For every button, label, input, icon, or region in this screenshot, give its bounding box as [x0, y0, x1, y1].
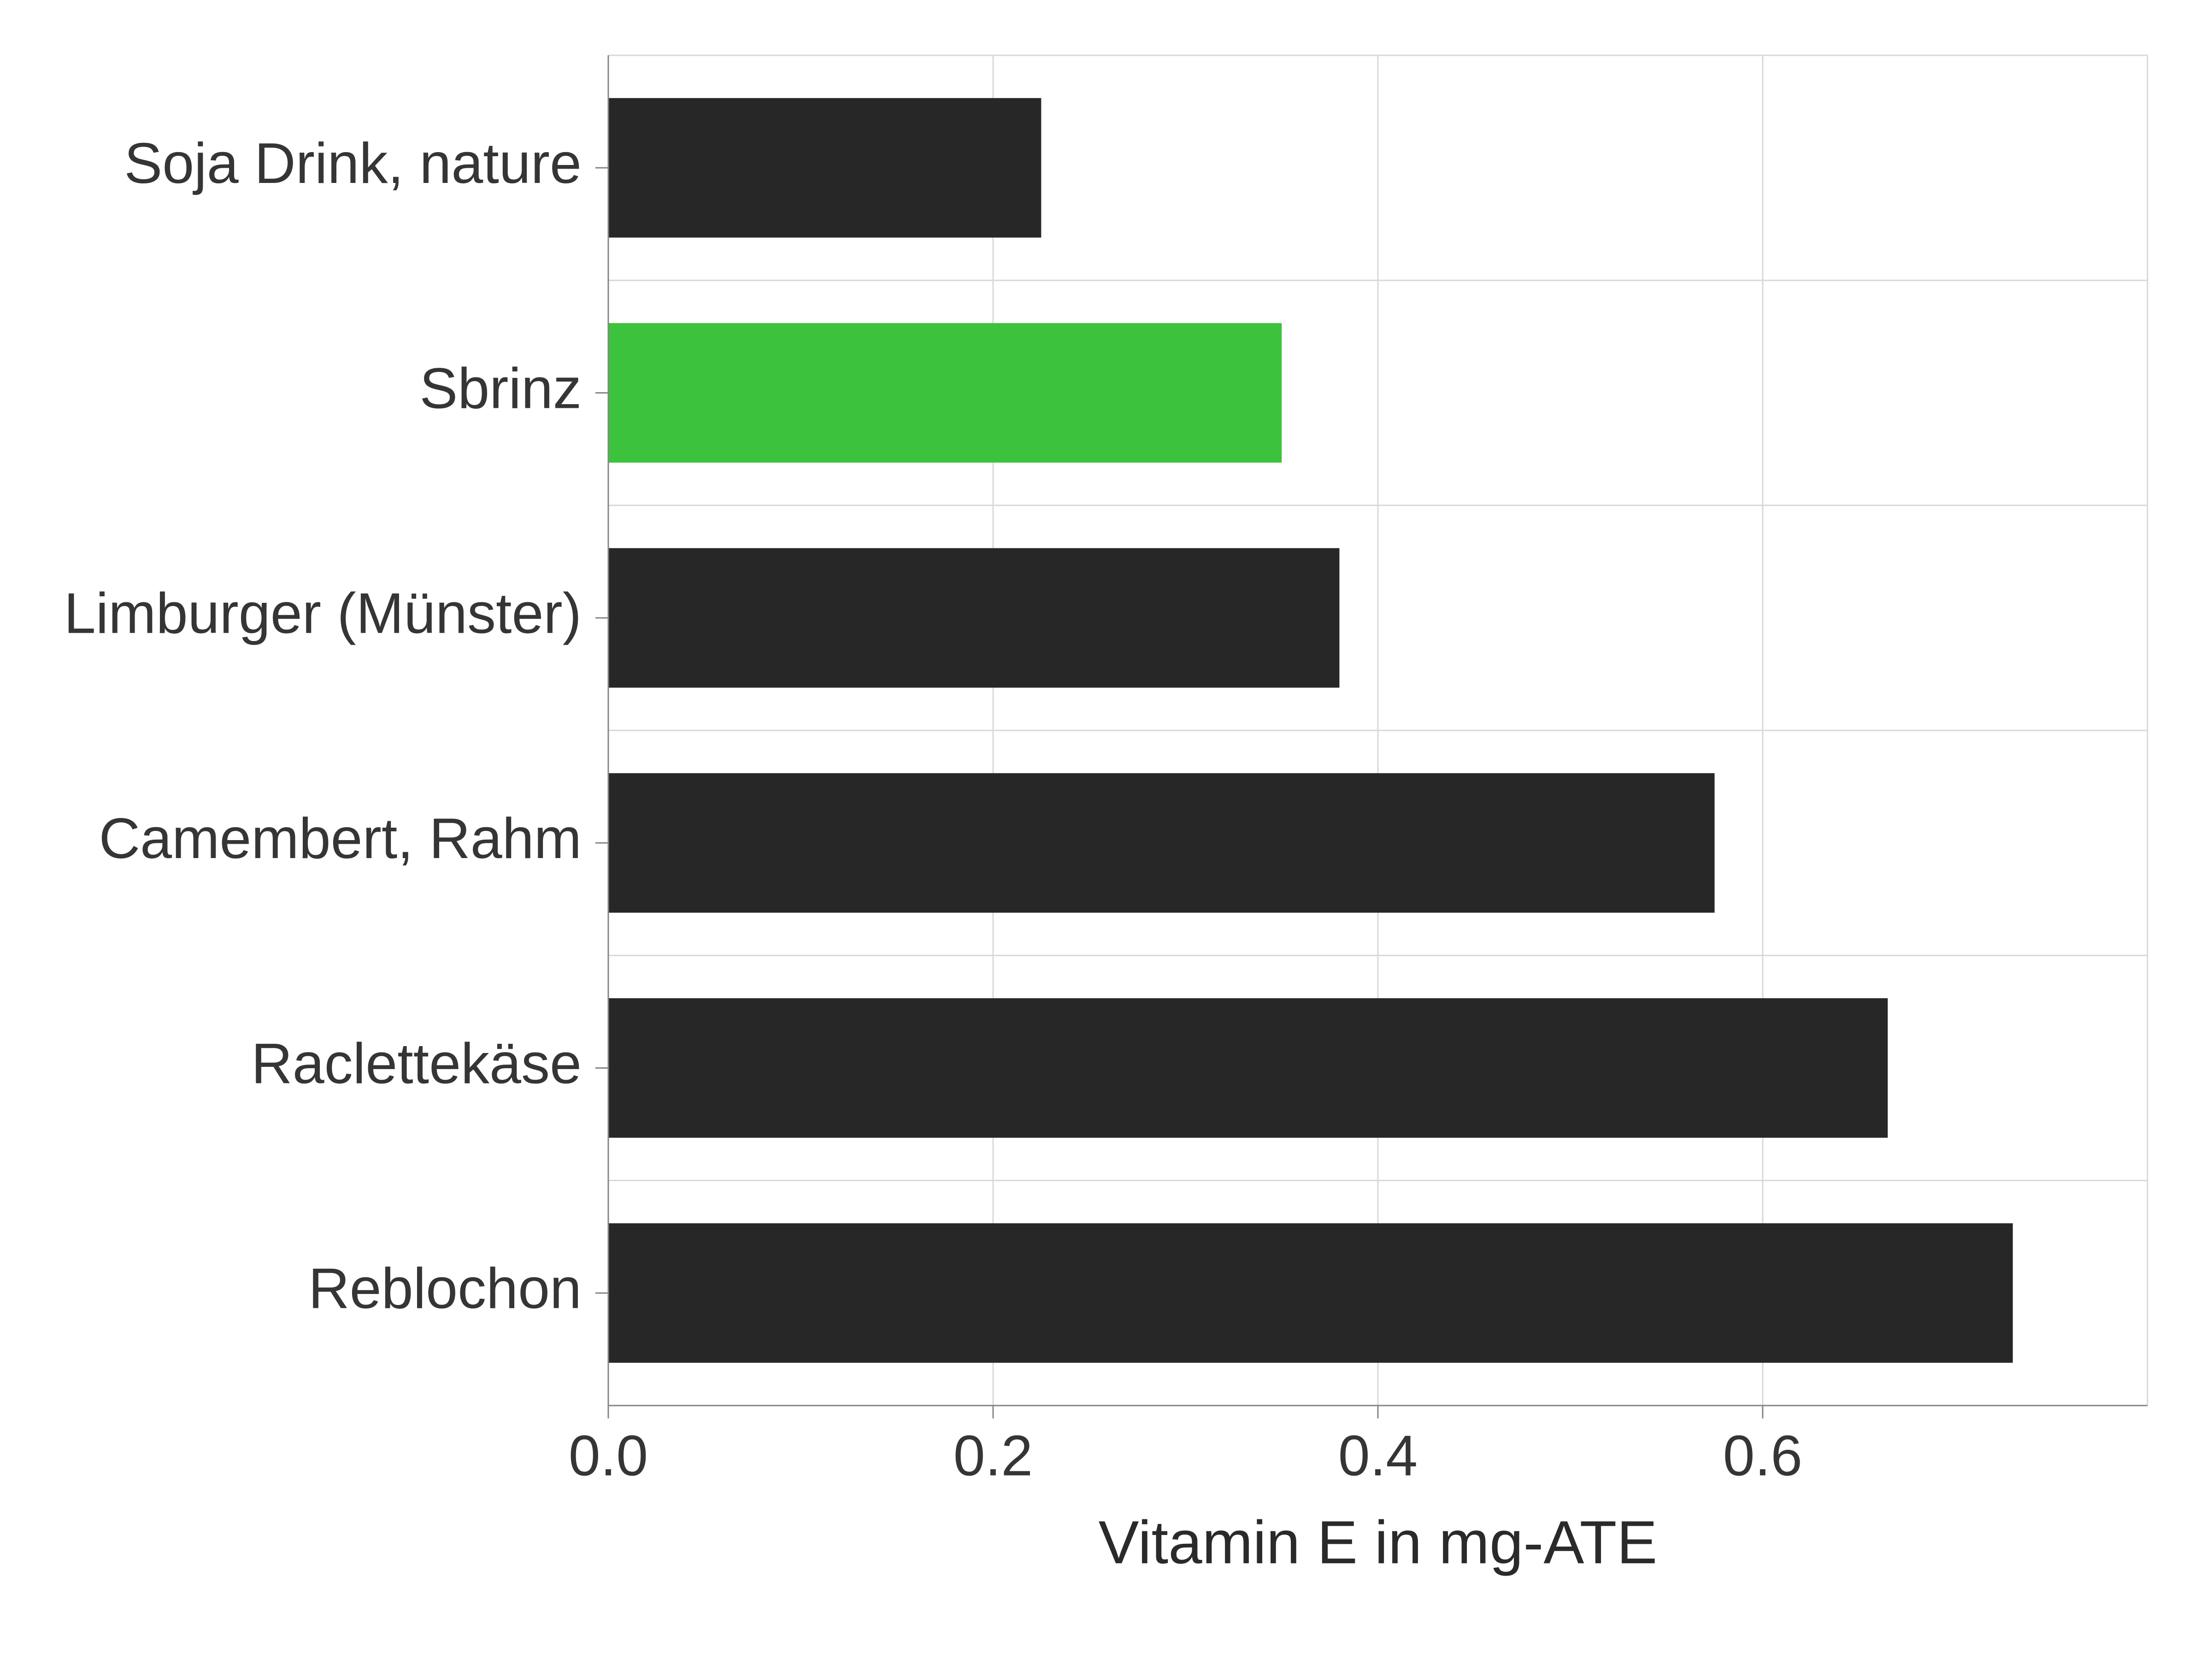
y-category-label: Camembert, Rahm	[99, 807, 582, 871]
y-category-label: Raclettekäse	[251, 1032, 582, 1095]
y-category-label: Soja Drink, nature	[124, 132, 582, 195]
bar	[608, 1223, 2013, 1363]
chart-container: 0.0 0.2 0.4 0.6 Soja Drink, nature Sbrinz Limb…	[0, 0, 2212, 1659]
y-category-label: Limburger (Münster)	[64, 582, 582, 646]
bar	[608, 998, 1888, 1138]
y-category-label: Reblochon	[308, 1257, 582, 1321]
x-tick-label: 0.0	[569, 1424, 648, 1488]
x-tick-label: 0.2	[953, 1424, 1033, 1488]
bar-chart: 0.0 0.2 0.4 0.6 Soja Drink, nature Sbrinz Limb…	[0, 0, 2212, 1659]
bar	[608, 773, 1715, 913]
x-axis-title: Vitamin E in mg-ATE	[1099, 1508, 1658, 1576]
x-tick-label: 0.6	[1723, 1424, 1802, 1488]
bar	[608, 98, 1041, 238]
x-tick-label: 0.4	[1338, 1424, 1418, 1488]
bar	[608, 323, 1282, 463]
bar	[608, 548, 1340, 688]
y-category-label: Sbrinz	[420, 357, 582, 420]
